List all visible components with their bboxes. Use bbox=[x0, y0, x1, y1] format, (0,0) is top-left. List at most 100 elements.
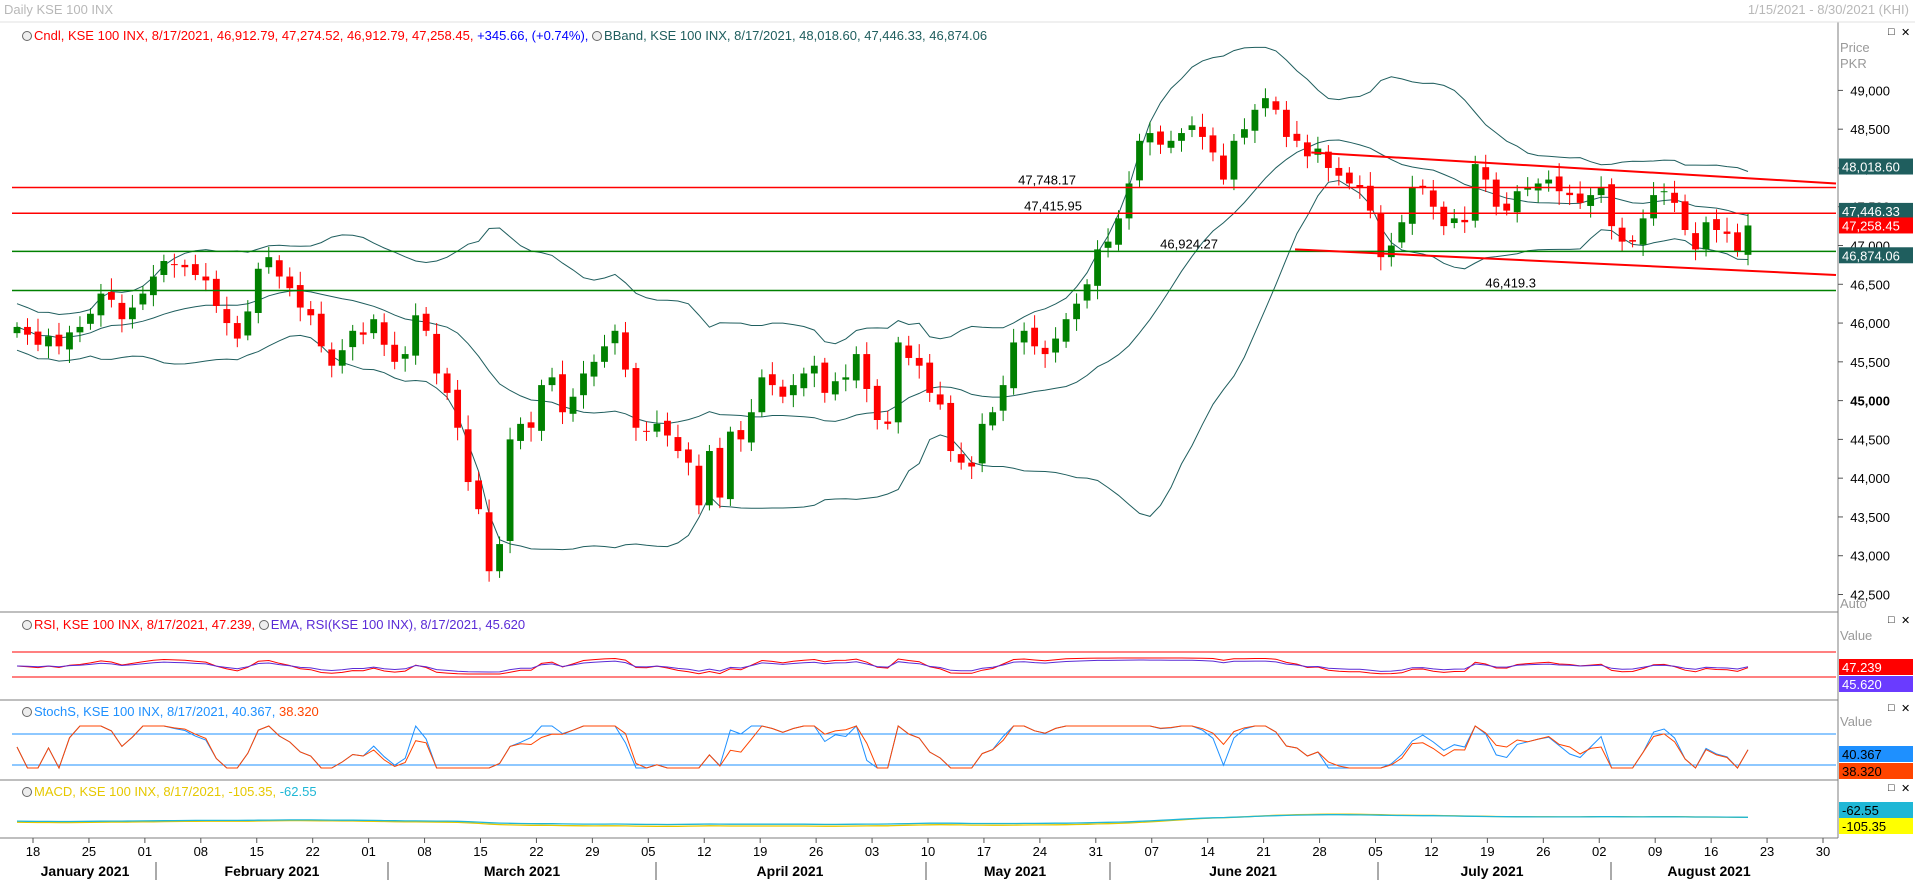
y-tick-label: 46,500 bbox=[1850, 277, 1890, 292]
candle-body bbox=[443, 373, 451, 393]
candle-body bbox=[1524, 187, 1532, 190]
x-tick-label: 28 bbox=[1312, 844, 1326, 859]
candle-body bbox=[370, 319, 378, 334]
bband-upper bbox=[16, 46, 1749, 345]
candle-body bbox=[338, 350, 346, 366]
candle-body bbox=[1335, 167, 1343, 176]
candle-body bbox=[527, 422, 535, 428]
candle-body bbox=[1020, 330, 1028, 343]
x-tick-label: 15 bbox=[473, 844, 487, 859]
indicator-settings-icon[interactable] bbox=[592, 31, 603, 41]
candle-body bbox=[517, 423, 524, 441]
indicator-settings-icon[interactable] bbox=[258, 620, 269, 630]
panel-tag-label: 38.320 bbox=[1842, 764, 1882, 779]
candle-body bbox=[496, 544, 503, 572]
macd-signal-line bbox=[16, 814, 1749, 826]
price-axis-title: Price bbox=[1840, 40, 1870, 55]
auto-scale-label[interactable]: Auto bbox=[1840, 596, 1867, 611]
candle-body bbox=[863, 354, 871, 389]
candle-body bbox=[1041, 347, 1049, 355]
candle-body bbox=[548, 377, 556, 386]
panel-tag-label: 40.367 bbox=[1842, 747, 1882, 762]
candle-body bbox=[1251, 109, 1259, 131]
candle-body bbox=[181, 264, 189, 268]
candle-body bbox=[726, 431, 734, 500]
indicator-settings-icon[interactable] bbox=[22, 620, 32, 630]
month-label: April 2021 bbox=[757, 863, 824, 879]
stoch-legend[interactable]: StochS, KSE 100 INX, 8/17/2021, 40.367, … bbox=[22, 704, 319, 719]
indicator-settings-icon[interactable] bbox=[22, 707, 32, 717]
candle-body bbox=[128, 307, 136, 320]
candle-body bbox=[1671, 192, 1678, 203]
minimize-panel-icon[interactable]: □ bbox=[1888, 702, 1895, 714]
candle-body bbox=[1587, 195, 1595, 206]
x-tick-label: 18 bbox=[26, 844, 40, 859]
y-tick-label: 43,500 bbox=[1850, 510, 1890, 525]
panel-tag-label: -105.35 bbox=[1842, 819, 1886, 834]
stoch-legend-value2: 38.320 bbox=[279, 704, 319, 719]
candle-body bbox=[705, 451, 713, 506]
candle-body bbox=[1471, 164, 1479, 221]
candle-body bbox=[978, 423, 986, 464]
candle-body bbox=[475, 480, 483, 510]
macd-legend[interactable]: MACD, KSE 100 INX, 8/17/2021, -105.35, -… bbox=[22, 784, 317, 799]
panel-tag-bg bbox=[1839, 802, 1913, 818]
candle-body bbox=[1052, 338, 1060, 353]
candle-body bbox=[1157, 131, 1164, 145]
x-tick-label: 22 bbox=[305, 844, 319, 859]
candle-body bbox=[936, 394, 944, 405]
candle-body bbox=[894, 342, 902, 423]
candle-body bbox=[716, 447, 724, 498]
candle-body bbox=[653, 423, 661, 432]
candle-body bbox=[905, 345, 913, 358]
candle-body bbox=[1503, 203, 1511, 211]
y-tick-label: 45,500 bbox=[1850, 355, 1890, 370]
candle-body bbox=[422, 313, 430, 331]
minimize-panel-icon[interactable]: □ bbox=[1888, 782, 1895, 794]
close-panel-icon[interactable]: ✕ bbox=[1901, 703, 1911, 715]
candle-body bbox=[1062, 319, 1070, 342]
trend-line bbox=[1311, 151, 1837, 185]
candle-body bbox=[45, 336, 52, 347]
indicator-settings-icon[interactable] bbox=[22, 787, 32, 797]
x-tick-label: 30 bbox=[1816, 844, 1830, 859]
candle-body bbox=[1031, 327, 1039, 347]
candle-body bbox=[926, 362, 934, 393]
level-label: 47,415.95 bbox=[1024, 198, 1082, 213]
close-panel-icon[interactable]: ✕ bbox=[1901, 27, 1911, 39]
y-tick-label: 45,000 bbox=[1850, 394, 1890, 409]
month-label: May 2021 bbox=[984, 863, 1046, 879]
minimize-panel-icon[interactable]: □ bbox=[1888, 614, 1895, 626]
month-label: August 2021 bbox=[1667, 863, 1750, 879]
close-panel-icon[interactable]: ✕ bbox=[1901, 783, 1911, 795]
candle-body bbox=[244, 311, 252, 336]
candle-body bbox=[884, 421, 892, 424]
candle-body bbox=[66, 332, 73, 350]
rsi-legend[interactable]: RSI, KSE 100 INX, 8/17/2021, 47.239, EMA… bbox=[22, 617, 525, 632]
panel-tag-bg bbox=[1839, 676, 1913, 692]
close-panel-icon[interactable]: ✕ bbox=[1901, 615, 1911, 627]
indicator-settings-icon[interactable] bbox=[22, 31, 32, 41]
candle-body bbox=[1692, 233, 1699, 250]
candle-body bbox=[212, 278, 220, 306]
candle-body bbox=[768, 374, 776, 386]
candle-legend[interactable]: Cndl, KSE 100 INX, 8/17/2021, 46,912.79,… bbox=[22, 28, 987, 43]
candle-body bbox=[412, 315, 420, 356]
x-tick-label: 15 bbox=[250, 844, 264, 859]
level-label: 47,748.17 bbox=[1018, 172, 1076, 187]
level-label: 46,924.27 bbox=[1160, 236, 1218, 251]
minimize-panel-icon[interactable]: □ bbox=[1888, 26, 1895, 38]
candle-body bbox=[1723, 231, 1731, 234]
candle-body bbox=[506, 439, 514, 541]
x-tick-label: 08 bbox=[417, 844, 431, 859]
candle-body bbox=[87, 313, 94, 324]
candle-body bbox=[1566, 192, 1574, 196]
y-tick-label: 48,500 bbox=[1850, 122, 1890, 137]
candle-body bbox=[359, 332, 367, 335]
x-tick-label: 31 bbox=[1089, 844, 1103, 859]
candle-body bbox=[1576, 193, 1584, 203]
candle-body bbox=[275, 260, 283, 277]
candle-body bbox=[1702, 222, 1710, 250]
candle-body bbox=[1073, 303, 1080, 320]
